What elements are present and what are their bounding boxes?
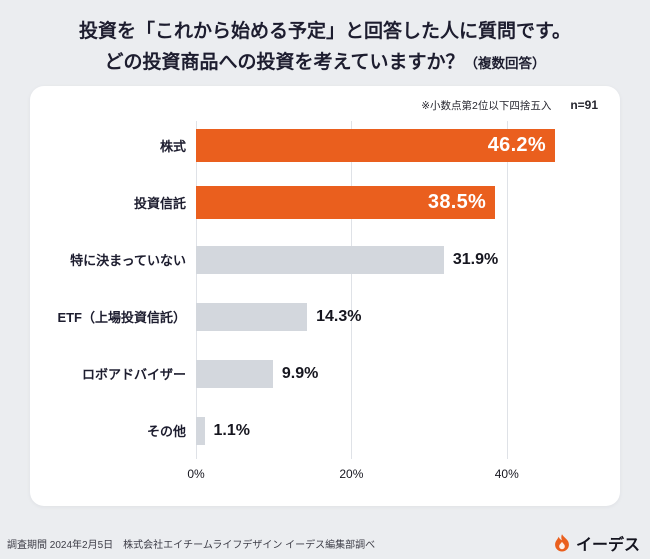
- source-note: 調査期間 2024年2月5日 株式会社エイチームライフデザイン イーデス編集部調…: [7, 539, 376, 551]
- chart-row: 特に決まっていない 31.9%: [30, 231, 620, 288]
- chart-header: 投資を「これから始める予定」と回答した人に質問です。 どの投資商品への投資を考え…: [0, 0, 650, 79]
- x-axis: 0% 20% 40%: [187, 461, 600, 487]
- chart-rows: 株式 46.2% 投資信託 38.5% 特に決まっていない 31.9% ETF（上場投資信託…: [30, 117, 620, 459]
- chart-row: その他 1.1%: [30, 402, 620, 459]
- gridline: [506, 121, 508, 459]
- chart-meta: ※小数点第2位以下四捨五入 n=91: [30, 98, 620, 113]
- bar-track: 9.9%: [196, 359, 600, 388]
- title-line-2: どの投資商品への投資を考えていますか？: [104, 52, 465, 74]
- x-tick-label: 0%: [187, 467, 205, 481]
- value-label: 9.9%: [281, 364, 319, 382]
- value-label: 38.5%: [427, 191, 487, 213]
- title-suffix: （複数回答）: [464, 56, 546, 72]
- bar-track: 38.5%: [196, 186, 600, 219]
- category-label: ETF（上場投資信託）: [57, 310, 186, 325]
- bar: [196, 416, 205, 445]
- category-label: 特に決まっていない: [70, 253, 186, 268]
- category-label: ロボアドバイザー: [81, 367, 186, 382]
- bar-track: 14.3%: [196, 302, 600, 331]
- value-label: 46.2%: [487, 134, 546, 156]
- bar-track: 31.9%: [196, 245, 600, 274]
- value-label: 14.3%: [316, 307, 362, 325]
- page-title: 投資を「これから始める予定」と回答した人に質問です。 どの投資商品への投資を考え…: [10, 16, 640, 79]
- category-label: 投資信託: [133, 196, 186, 211]
- chart-row: 投資信託 38.5%: [30, 174, 620, 231]
- bar: 46.2%: [196, 129, 555, 162]
- footer: 調査期間 2024年2月5日 株式会社エイチームライフデザイン イーデス編集部調…: [0, 527, 650, 559]
- chart-row: 株式 46.2%: [30, 117, 620, 174]
- category-label: その他: [146, 424, 186, 439]
- gridline: [196, 121, 197, 459]
- sample-size: n=91: [570, 98, 598, 112]
- plot-gridlines: [196, 121, 600, 459]
- edes-logo-icon: [552, 533, 572, 553]
- x-tick-label: 40%: [494, 467, 519, 481]
- title-line-1: 投資を「これから始める予定」と回答した人に質問です。: [78, 21, 572, 42]
- bar-chart: 株式 46.2% 投資信託 38.5% 特に決まっていない 31.9% ETF（上場投資信託…: [30, 117, 620, 459]
- bar: [196, 245, 444, 274]
- gridline: [351, 121, 353, 459]
- value-label: 1.1%: [213, 421, 250, 439]
- x-tick-label: 20%: [339, 467, 364, 481]
- chart-card: ※小数点第2位以下四捨五入 n=91 株式 46.2% 投資信託 38.5% 特に決まっ…: [30, 86, 620, 506]
- bar-track: 46.2%: [196, 129, 600, 162]
- brand-name: イーデス: [575, 537, 640, 554]
- bar: [196, 302, 308, 331]
- chart-row: ETF（上場投資信託） 14.3%: [30, 288, 620, 345]
- value-label: 31.9%: [452, 250, 499, 268]
- bar: 38.5%: [196, 186, 496, 219]
- rounding-note: ※小数点第2位以下四捨五入: [421, 100, 552, 112]
- bar-track: 1.1%: [196, 416, 600, 445]
- bar: [196, 359, 273, 388]
- brand-logo: イーデス: [552, 531, 640, 555]
- chart-row: ロボアドバイザー 9.9%: [30, 345, 620, 402]
- category-label: 株式: [159, 139, 186, 154]
